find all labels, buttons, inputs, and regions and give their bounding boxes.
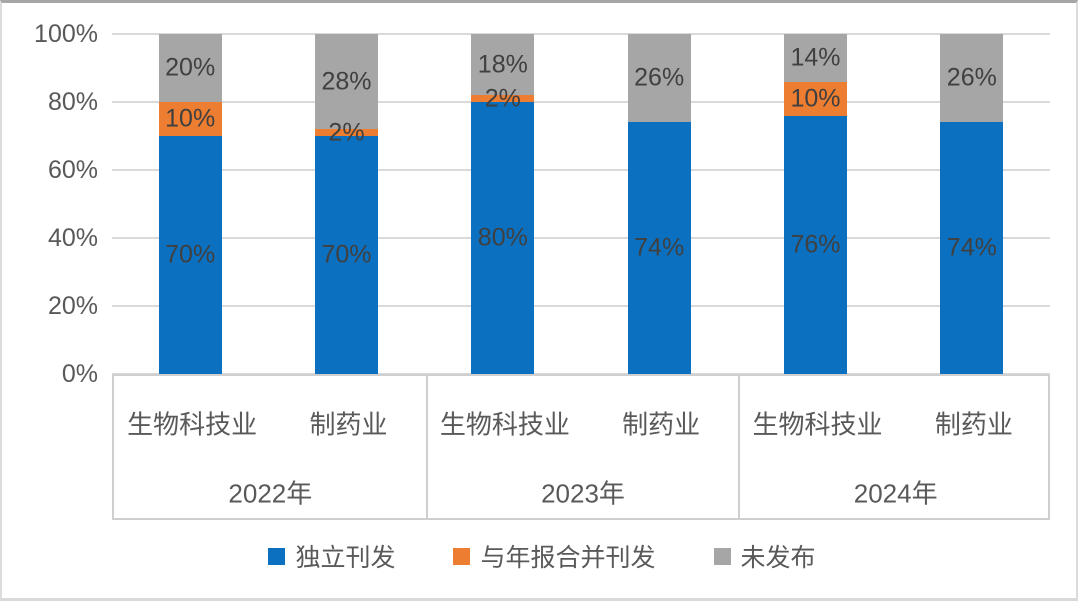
data-label: 74%	[946, 233, 997, 262]
data-label: 14%	[790, 43, 841, 72]
bar-segment	[627, 34, 691, 123]
bar-segment	[627, 122, 691, 374]
legend-label: 与年报合并刊发	[480, 544, 656, 572]
legend-swatch-gray-icon	[713, 547, 731, 565]
x-group-label: 2022年	[228, 478, 313, 509]
data-label: 10%	[790, 84, 841, 113]
bar-segment	[158, 136, 222, 374]
bar-segment	[471, 102, 535, 374]
gridline	[112, 237, 1050, 239]
data-label: 70%	[321, 240, 372, 269]
data-label: 70%	[165, 240, 216, 269]
gridline	[112, 305, 1050, 307]
data-label: 76%	[790, 230, 841, 259]
gridline	[112, 169, 1050, 171]
legend-swatch-blue-icon	[268, 547, 286, 565]
y-tick-label: 80%	[47, 88, 98, 116]
bar-segment	[471, 95, 535, 102]
x-category-label: 生物科技业	[127, 409, 258, 440]
x-group-label: 2023年	[541, 478, 625, 509]
data-label: 26%	[946, 63, 997, 92]
legend-item-independent: 独立刊发	[268, 538, 395, 574]
legend-label: 未发布	[740, 544, 816, 572]
data-label: 28%	[321, 67, 372, 96]
data-label: 10%	[165, 104, 216, 133]
legend-label: 独立刊发	[295, 544, 396, 572]
legend-swatch-orange-icon	[453, 547, 471, 565]
x-axis-category-table: 生物科技业 制药业 生物科技业 制药业 生物科技业 制药业 2022年 2023年 2024年	[112, 374, 1050, 520]
group-divider	[738, 376, 741, 518]
x-category-label: 制药业	[934, 409, 1013, 440]
y-tick-label: 20%	[47, 292, 98, 320]
bar-segment	[471, 34, 535, 96]
gridline	[112, 101, 1050, 103]
group-divider	[425, 376, 428, 518]
bar-segment	[158, 102, 222, 136]
bar-segment	[940, 122, 1004, 374]
x-category-label: 生物科技业	[752, 409, 883, 440]
bar-segment	[315, 34, 378, 130]
data-label: 2%	[484, 84, 521, 113]
y-tick-label: 60%	[47, 156, 98, 184]
x-group-label: 2024年	[853, 478, 938, 509]
legend-item-merged-with-annual-report: 与年报合并刊发	[453, 538, 656, 574]
data-label: 74%	[634, 233, 685, 262]
x-category-label: 制药业	[309, 409, 388, 440]
bar-segment	[784, 115, 847, 374]
bar-segment	[784, 81, 847, 116]
bar-segment	[315, 136, 378, 374]
y-tick-label: 0%	[61, 360, 98, 388]
data-label: 80%	[477, 223, 528, 252]
bar-segment	[315, 129, 378, 136]
bar-segment	[940, 34, 1004, 123]
x-category-label: 生物科技业	[439, 409, 570, 440]
x-category-label: 制药业	[622, 409, 701, 440]
y-tick-label: 100%	[34, 20, 98, 48]
legend: 独立刊发 与年报合并刊发 未发布	[2, 539, 1080, 573]
legend-item-not-published: 未发布	[713, 538, 816, 574]
data-label: 26%	[634, 63, 685, 92]
data-label: 2%	[328, 118, 365, 147]
y-tick-label: 40%	[47, 224, 98, 252]
bar-segment	[158, 34, 222, 102]
data-label: 18%	[477, 50, 528, 79]
data-label: 20%	[165, 53, 216, 82]
bar-segment	[784, 34, 847, 82]
gridline	[112, 33, 1050, 35]
